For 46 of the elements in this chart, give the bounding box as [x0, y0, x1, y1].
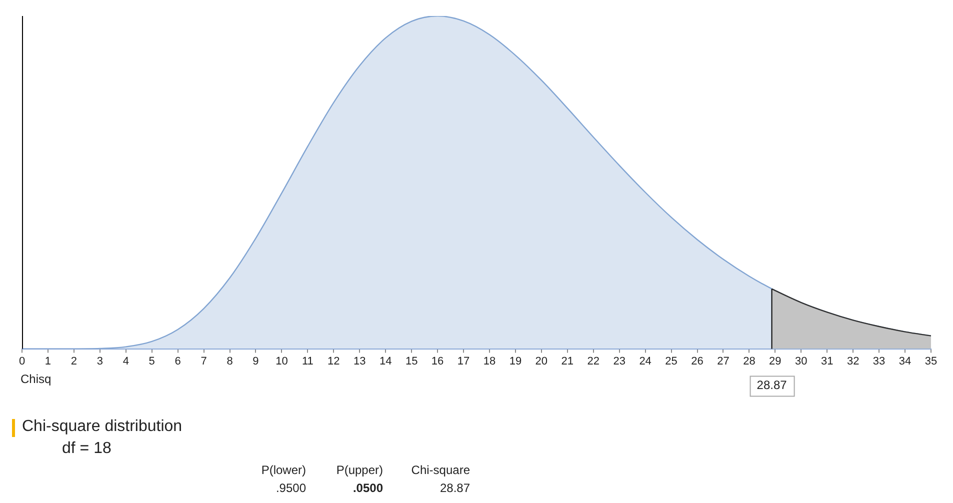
x-tick-label: 12 [328, 355, 340, 368]
text: Chi-square distribution [22, 418, 182, 436]
ref-line-label: 28.87 [756, 378, 788, 392]
x-tick-label: 15 [405, 355, 418, 368]
x-tick-label: 1 [44, 355, 52, 368]
text: .9500 [276, 481, 306, 495]
x-tick-label: 21 [561, 355, 574, 368]
x-tick-label: 34 [898, 355, 912, 368]
x-axis-title: Chisq [20, 372, 52, 386]
x-tick-label: 29 [769, 355, 782, 368]
x-tick-label: 6 [174, 355, 181, 368]
x-tick-label: 32 [846, 355, 860, 368]
x-tick-label: 5 [148, 355, 155, 368]
x-tick-label: 4 [122, 355, 129, 368]
x-tick-label: 23 [613, 355, 626, 368]
x-tick-label: 22 [587, 355, 600, 368]
x-tick-label: 14 [379, 355, 392, 368]
x-tick-label: 31 [820, 355, 834, 368]
text: P(lower) [261, 463, 306, 477]
x-tick-label: 19 [509, 355, 522, 368]
x-tick-label: 11 [302, 355, 314, 368]
x-tick-label: 26 [691, 355, 704, 368]
x-tick-label: 2 [70, 355, 78, 368]
x-tick-label: 7 [200, 355, 207, 368]
text: 28.87 [440, 481, 470, 495]
x-tick-label: 25 [665, 355, 678, 368]
x-tick-label: 28 [743, 355, 756, 368]
x-tick-label: 20 [535, 355, 548, 368]
text: .0500 [352, 481, 383, 495]
x-tick-label: 33 [872, 355, 886, 368]
x-tick-label: 10 [276, 355, 288, 368]
x-tick-label: 18 [483, 355, 496, 368]
text: P(upper) [336, 463, 383, 477]
x-tick-label: 24 [639, 355, 652, 368]
x-tick-label: 13 [354, 355, 366, 368]
x-tick-label: 35 [924, 355, 938, 368]
x-tick-label: 3 [96, 355, 103, 368]
text: df = 18 [62, 440, 112, 458]
x-tick-label: 27 [717, 355, 730, 368]
x-tick-label: 9 [252, 355, 259, 368]
x-tick-label: 0 [18, 355, 26, 368]
text: Chi-square [411, 463, 470, 477]
x-tick-label: 16 [431, 355, 444, 368]
x-tick-label: 30 [795, 355, 808, 368]
x-tick-label: 17 [457, 355, 470, 368]
x-tick-label: 8 [226, 355, 233, 368]
